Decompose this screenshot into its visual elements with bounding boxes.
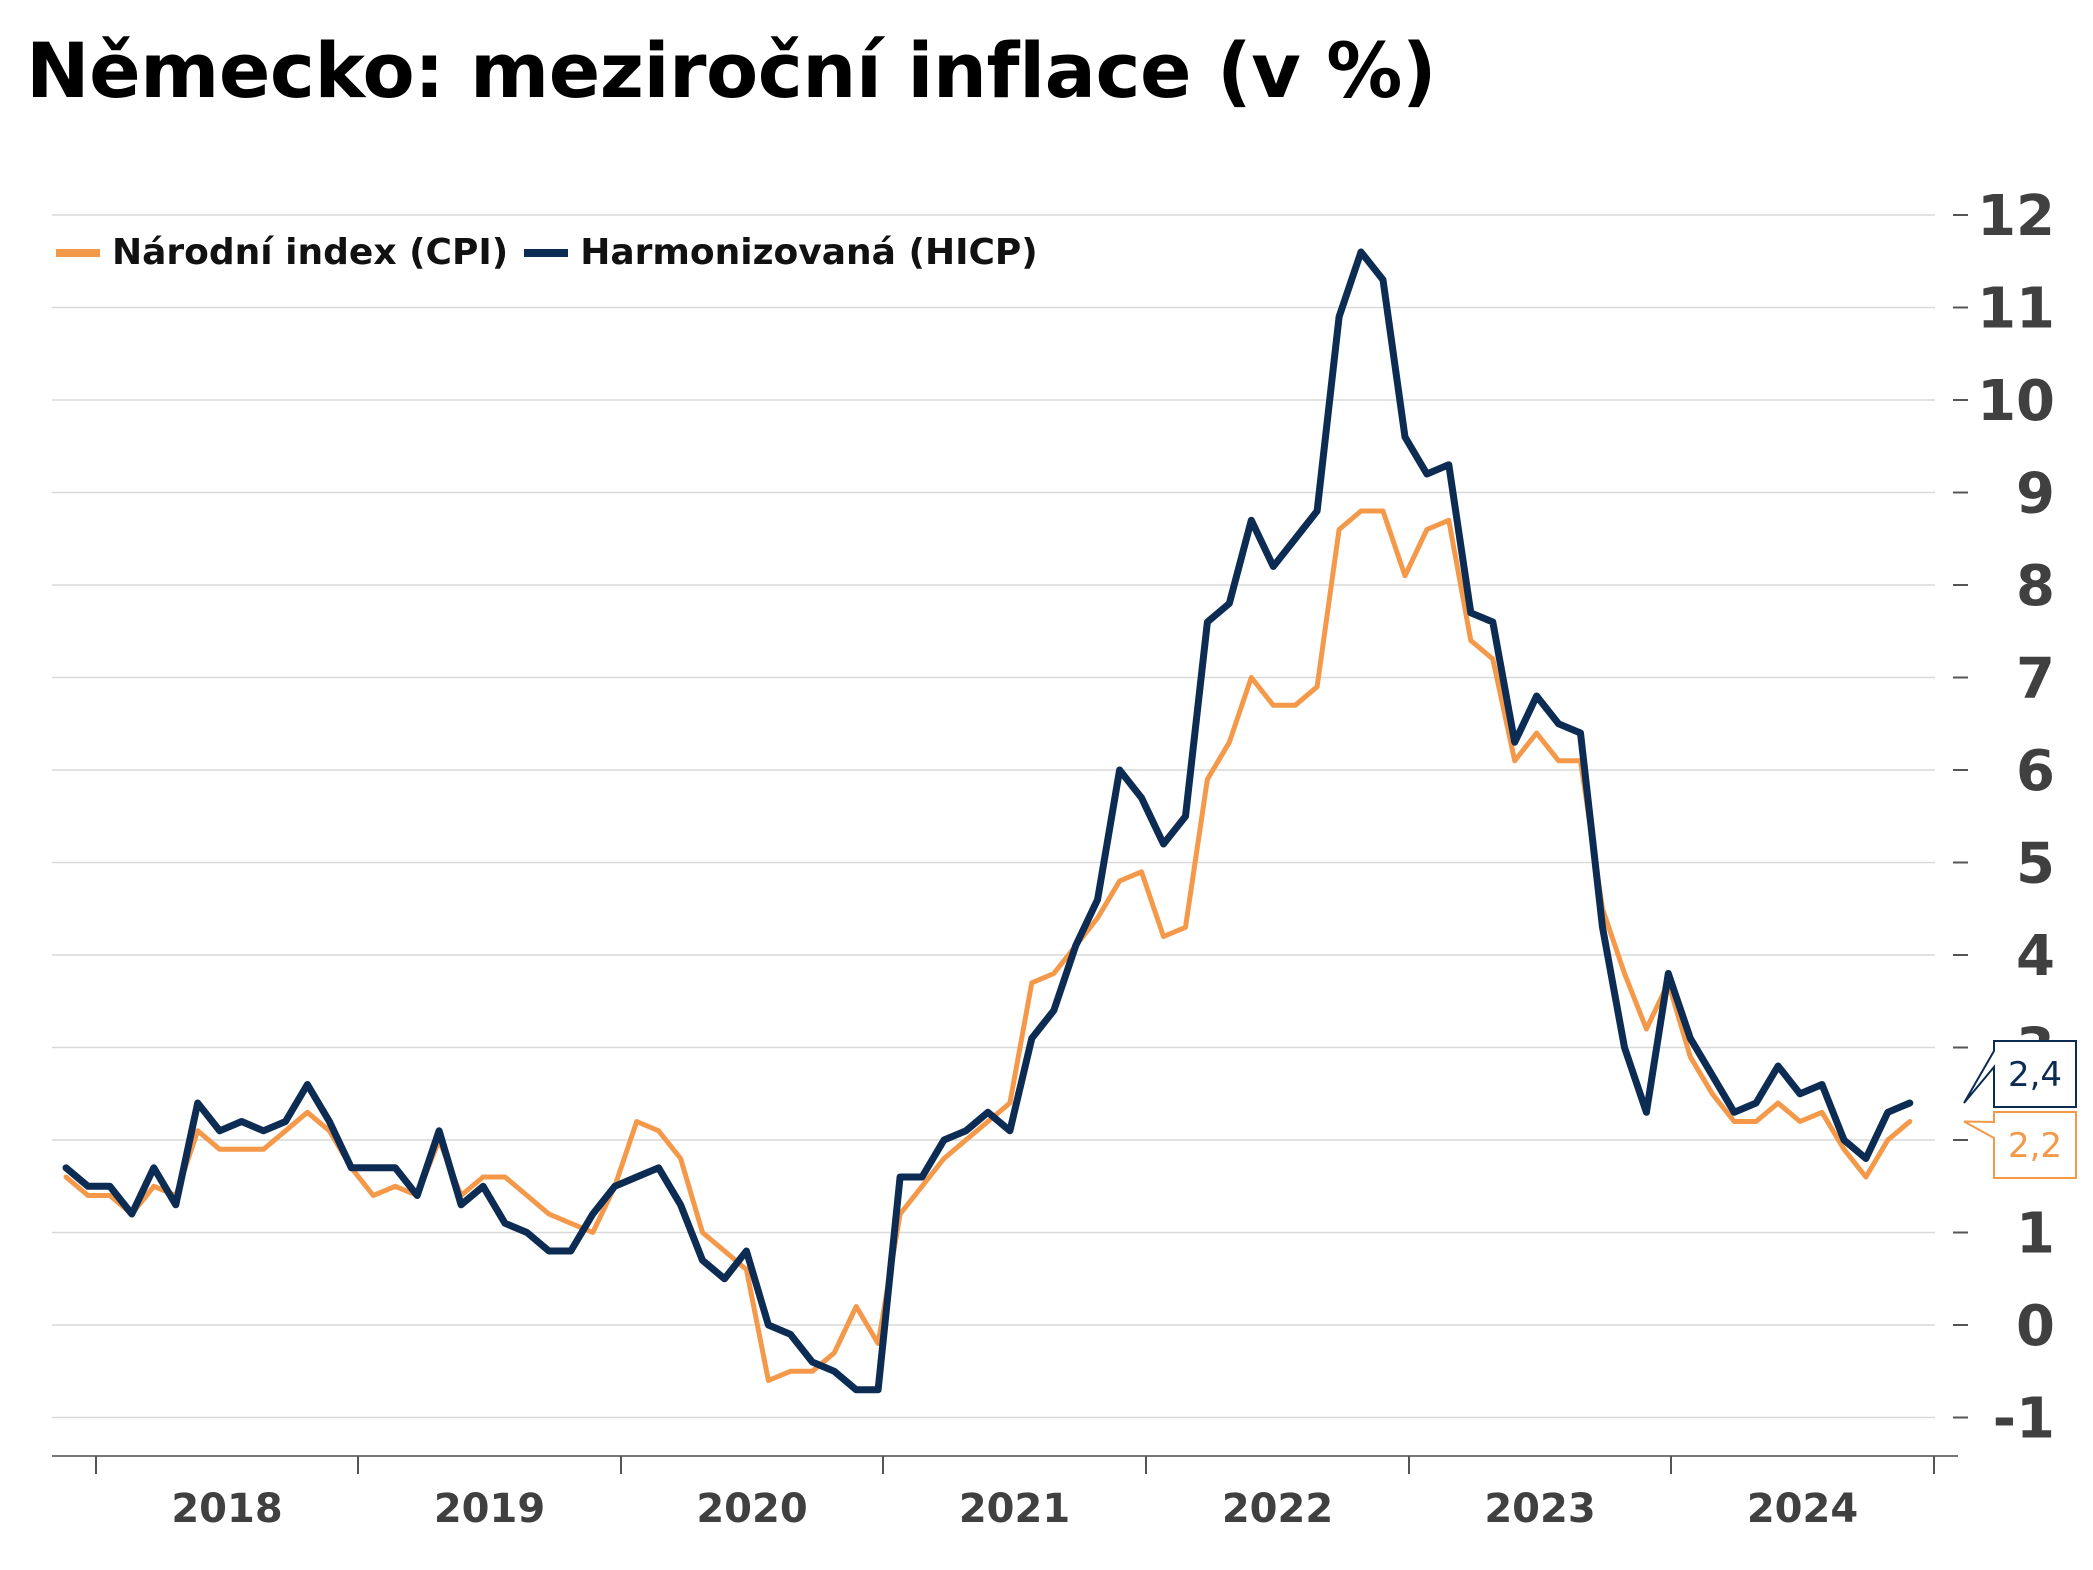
y-tick-label: 6: [2016, 739, 2055, 804]
y-tick-label: -1: [1993, 1387, 2055, 1452]
y-tick-label: 0: [2016, 1294, 2055, 1359]
legend-item-hicp[interactable]: Harmonizovaná (HICP): [524, 232, 1038, 273]
series-line-cpi: [63, 508, 1913, 1383]
x-tick-label: 2018: [171, 1486, 282, 1532]
series-line-hicp: [62, 248, 1914, 1394]
x-tick-label: 2020: [696, 1486, 807, 1532]
legend-item-cpi[interactable]: Národní index (CPI): [56, 232, 508, 273]
end-callout-cpi-label: 2,2: [2008, 1126, 2062, 1166]
end-callout-cpi-box: [1963, 1111, 2077, 1179]
y-tick-label: 1: [2016, 1202, 2055, 1267]
y-tick-label: 8: [2016, 554, 2055, 619]
legend-swatch-hicp: [524, 248, 569, 257]
x-tick-label: 2021: [959, 1486, 1070, 1532]
y-tick-label: 9: [2016, 462, 2055, 527]
end-callout-hicp-label: 2,4: [2008, 1055, 2062, 1095]
y-tick-label: 5: [2016, 832, 2055, 897]
chart-legend: Národní index (CPI) Harmonizovaná (HICP): [56, 232, 1054, 273]
x-tick-label: 2023: [1484, 1486, 1595, 1532]
y-tick-label: 4: [2016, 924, 2055, 989]
y-tick-label: 10: [1977, 369, 2055, 434]
x-tick-label: 2022: [1222, 1486, 1333, 1532]
y-tick-label: 12: [1977, 184, 2055, 249]
y-tick-label: 11: [1977, 277, 2055, 342]
end-callout-hicp-box: [1963, 1040, 2077, 1108]
legend-label-hicp: Harmonizovaná (HICP): [580, 232, 1038, 273]
x-tick-label: 2019: [434, 1486, 545, 1532]
legend-label-cpi: Národní index (CPI): [112, 232, 509, 273]
y-tick-label: 7: [2016, 647, 2055, 712]
x-tick-label: 2024: [1747, 1486, 1858, 1532]
chart-title: Německo: meziroční inflace (v %): [26, 26, 1437, 115]
legend-swatch-cpi: [56, 248, 100, 257]
